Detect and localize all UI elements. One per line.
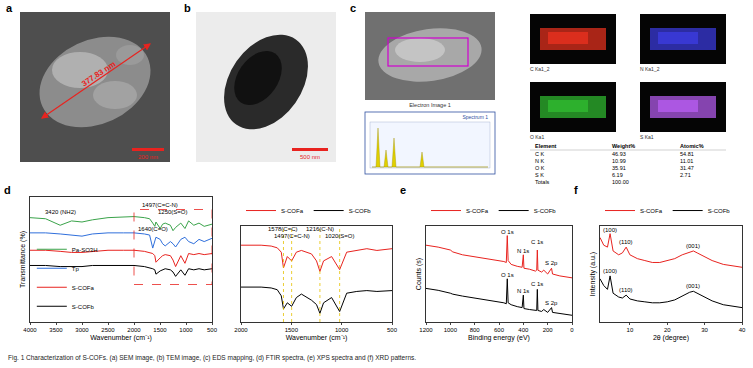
svg-text:1020(S=O): 1020(S=O)	[325, 233, 355, 239]
svg-text:1250(S=O): 1250(S=O)	[158, 209, 188, 215]
svg-text:N 1s: N 1s	[517, 288, 529, 294]
svg-text:S K: S K	[535, 172, 544, 178]
svg-text:600: 600	[494, 327, 505, 333]
svg-text:S-COFa: S-COFa	[466, 208, 489, 214]
svg-text:(110): (110)	[619, 287, 633, 293]
svg-text:2θ (degree): 2θ (degree)	[653, 334, 689, 342]
svg-text:C 1s: C 1s	[531, 281, 543, 287]
svg-text:1640(C=O): 1640(C=O)	[138, 226, 168, 232]
svg-text:Counts (s): Counts (s)	[415, 258, 423, 290]
svg-text:500 nm: 500 nm	[300, 154, 320, 160]
svg-text:S-COFa: S-COFa	[281, 208, 304, 214]
svg-text:1000: 1000	[335, 327, 349, 333]
svg-text:(110): (110)	[619, 239, 633, 245]
svg-text:O K: O K	[535, 165, 545, 171]
svg-text:(100): (100)	[603, 227, 617, 233]
html-text:e: e	[400, 184, 407, 196]
svg-text:O Ka1: O Ka1	[530, 134, 544, 140]
svg-text:Weight%: Weight%	[612, 143, 635, 149]
svg-text:40: 40	[739, 327, 746, 333]
svg-text:C 1s: C 1s	[531, 239, 543, 245]
svg-text:O 1s: O 1s	[501, 272, 514, 278]
svg-text:Wavenumber (cm⁻¹): Wavenumber (cm⁻¹)	[286, 334, 348, 342]
svg-text:Transmittance (%): Transmittance (%)	[19, 231, 27, 288]
svg-text:0: 0	[570, 327, 574, 333]
svg-text:b: b	[184, 2, 191, 14]
svg-text:1500: 1500	[153, 327, 167, 333]
svg-text:N Ka1_2: N Ka1_2	[640, 66, 660, 72]
svg-text:200 nm: 200 nm	[138, 154, 158, 160]
svg-text:31.47: 31.47	[680, 165, 694, 171]
svg-text:S-COFb: S-COFb	[72, 304, 95, 310]
svg-text:O 1s: O 1s	[501, 229, 514, 235]
svg-text:N 1s: N 1s	[517, 248, 529, 254]
svg-text:(001): (001)	[686, 283, 700, 289]
svg-text:54.81: 54.81	[680, 151, 694, 157]
svg-text:S-COFb: S-COFb	[349, 208, 372, 214]
svg-text:Wavenumber (cm⁻¹): Wavenumber (cm⁻¹)	[90, 334, 152, 342]
svg-text:200: 200	[543, 327, 554, 333]
svg-text:Totals: Totals	[535, 179, 550, 185]
svg-text:377.83 nm: 377.83 nm	[80, 59, 117, 88]
svg-text:Element: Element	[535, 143, 557, 149]
svg-text:1578(C=C): 1578(C=C)	[268, 226, 298, 232]
svg-text:800: 800	[470, 327, 481, 333]
svg-text:Tp: Tp	[72, 266, 80, 272]
svg-text:10: 10	[627, 327, 634, 333]
svg-text:4000: 4000	[23, 327, 37, 333]
svg-text:1497(C=C-N): 1497(C=C-N)	[142, 202, 178, 208]
svg-text:Intensity (a.u.): Intensity (a.u.)	[589, 252, 597, 296]
svg-text:C K: C K	[535, 151, 545, 157]
svg-text:(001): (001)	[686, 243, 700, 249]
html-text:f: f	[574, 184, 578, 196]
svg-text:Binding energy (eV): Binding energy (eV)	[468, 334, 530, 342]
svg-text:C Ka1_2: C Ka1_2	[530, 66, 550, 72]
svg-text:Electron Image 1: Electron Image 1	[409, 102, 451, 108]
svg-text:3420 (NH2): 3420 (NH2)	[45, 209, 76, 215]
svg-text:c: c	[350, 2, 356, 14]
svg-text:S-COFa: S-COFa	[72, 285, 95, 291]
html-text:d: d	[4, 184, 11, 196]
svg-text:2000: 2000	[234, 327, 248, 333]
svg-text:N K: N K	[535, 158, 545, 164]
svg-text:2000: 2000	[127, 327, 141, 333]
svg-text:11.01: 11.01	[680, 158, 693, 164]
svg-text:20: 20	[664, 327, 671, 333]
svg-text:(100): (100)	[603, 268, 617, 274]
svg-text:30: 30	[701, 327, 708, 333]
svg-text:6.19: 6.19	[612, 172, 623, 178]
svg-text:3500: 3500	[49, 327, 63, 333]
svg-text:500: 500	[207, 327, 218, 333]
svg-text:35.91: 35.91	[612, 165, 626, 171]
svg-text:2.71: 2.71	[680, 172, 691, 178]
svg-text:1200: 1200	[419, 327, 433, 333]
svg-text:S-COFb: S-COFb	[708, 208, 731, 214]
svg-text:Spectrum 1: Spectrum 1	[462, 114, 488, 120]
svg-text:1497(C=C-N): 1497(C=C-N)	[274, 233, 310, 239]
svg-text:S 2p: S 2p	[545, 300, 558, 306]
svg-text:1216(C-N): 1216(C-N)	[306, 226, 334, 232]
svg-text:1000: 1000	[444, 327, 458, 333]
svg-text:100.00: 100.00	[612, 179, 629, 185]
svg-text:Pa-SO3H: Pa-SO3H	[72, 247, 98, 253]
svg-text:Atomic%: Atomic%	[680, 143, 704, 149]
svg-text:a: a	[6, 2, 13, 14]
svg-text:46.93: 46.93	[612, 151, 626, 157]
svg-text:10.99: 10.99	[612, 158, 626, 164]
svg-text:500: 500	[387, 327, 398, 333]
svg-text:S-COFb: S-COFb	[534, 208, 557, 214]
svg-text:S Ka1: S Ka1	[640, 134, 654, 140]
svg-text:S 2p: S 2p	[545, 260, 558, 266]
svg-text:2500: 2500	[101, 327, 115, 333]
svg-text:3000: 3000	[75, 327, 89, 333]
svg-text:1500: 1500	[285, 327, 299, 333]
svg-text:400: 400	[518, 327, 529, 333]
html-text:Fig. 1 Characterization of S-C: Fig. 1 Characterization of S-COFs. (a) S…	[8, 354, 417, 361]
svg-text:1000: 1000	[179, 327, 193, 333]
svg-text:S-COFa: S-COFa	[640, 208, 663, 214]
